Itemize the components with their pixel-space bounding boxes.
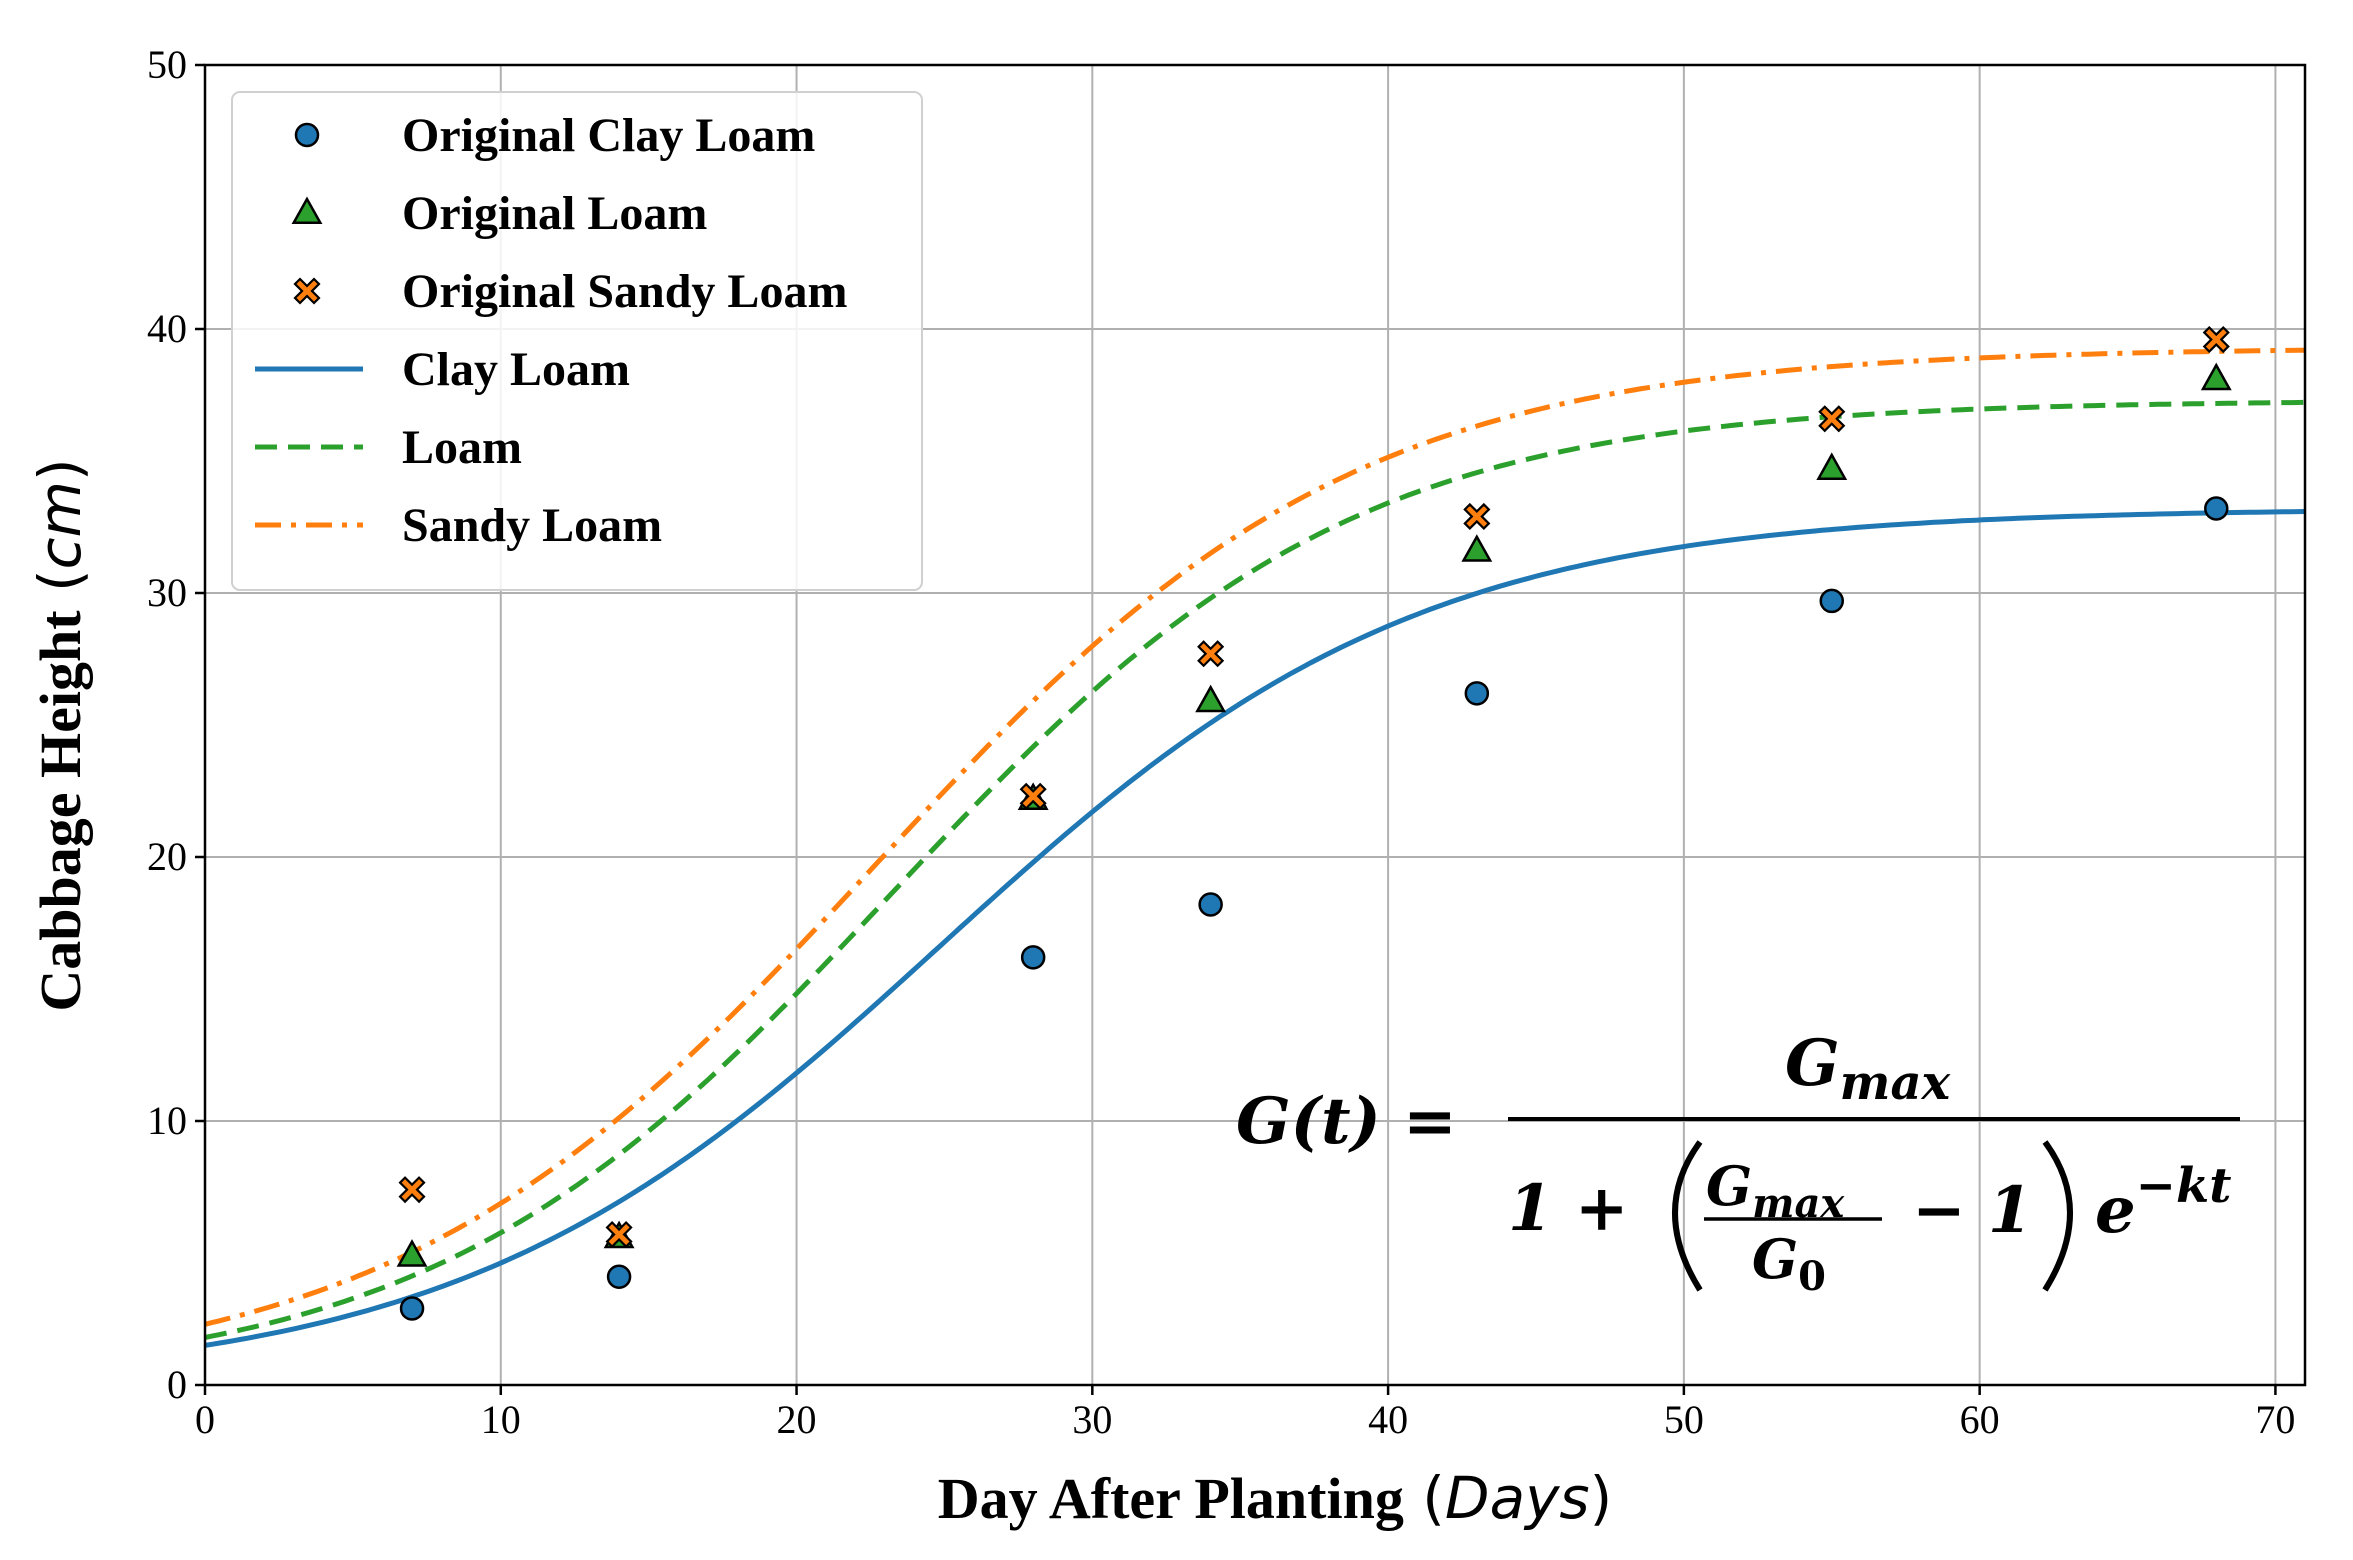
formula-exp: e−kt [2095, 1158, 2231, 1248]
point-original-loam [396, 1239, 428, 1267]
formula-lhs: G(t) = [1236, 1084, 1457, 1159]
point-original-clay-loam [1020, 945, 1046, 970]
point-original-clay-loam [1198, 892, 1223, 917]
data-points [396, 326, 2232, 1321]
y-axis-unit: cm [26, 481, 94, 569]
point-original-loam [1195, 684, 1227, 713]
x-tick-label: 50 [1664, 1397, 1704, 1442]
curve-loam [204, 399, 2306, 1340]
x-tick-label: 70 [2255, 1397, 2295, 1442]
y-tick-label: 30 [147, 570, 187, 615]
x-tick-label: 10 [481, 1397, 521, 1442]
point-original-loam [1461, 534, 1493, 562]
formula-numerator-sub: max [1840, 1055, 1952, 1111]
point-original-clay-loam [1819, 588, 1845, 614]
formula-exp-power: −kt [2136, 1158, 2232, 1214]
formula-left-paren [1672, 1140, 1703, 1292]
point-original-sandy-loam [398, 1176, 426, 1204]
y-axis-unit-close: ) [26, 458, 94, 481]
y-axis-unit-open: ( [26, 569, 94, 610]
legend-label-original-clay-loam: Original Clay Loam [402, 109, 815, 162]
plot-frame [203, 63, 2307, 1387]
formula-right-paren [2042, 1140, 2073, 1292]
curve-clay-loam [204, 509, 2306, 1348]
x-axis-unit-close: ) [1590, 1464, 1613, 1532]
y-tick-label: 50 [147, 42, 187, 87]
y-tick-label: 0 [167, 1362, 187, 1407]
y-tick-label: 20 [147, 834, 187, 879]
x-tick-label: 0 [195, 1397, 215, 1442]
x-axis-label-text: Day After Planting [938, 1466, 1404, 1531]
legend-label-original-sandy-loam: Original Sandy Loam [402, 265, 847, 318]
point-original-clay-loam [2204, 496, 2229, 521]
legend-label-sandy-loam: Sandy Loam [402, 499, 662, 552]
y-tick-label: 40 [147, 306, 187, 351]
x-axis-unit-open: ( [1404, 1464, 1445, 1532]
point-original-loam [2200, 362, 2232, 391]
x-tick-label: 30 [1072, 1397, 1112, 1442]
point-original-sandy-loam [605, 1220, 633, 1249]
formula-denominator-prefix: 1 + [1508, 1171, 1628, 1246]
legend-label-loam: Loam [402, 421, 522, 474]
legend-label-clay-loam: Clay Loam [402, 343, 630, 396]
point-original-clay-loam [399, 1296, 425, 1321]
y-tick-label: 10 [147, 1098, 187, 1143]
curve-sandy-loam [204, 347, 2306, 1327]
x-tick-label: 60 [1960, 1397, 2000, 1442]
legend-box [231, 91, 923, 591]
legend-label-original-loam: Original Loam [402, 187, 707, 240]
x-tick-label: 40 [1368, 1397, 1408, 1442]
point-original-sandy-loam [1197, 640, 1225, 668]
formula-annotation: G(t) = Gmax 1 + Gmax G0 − 1 e−kt [1236, 1026, 2240, 1300]
legend-marker-original-sandy-loam [293, 277, 321, 305]
point-original-sandy-loam [1019, 782, 1047, 810]
point-original-clay-loam [1464, 681, 1490, 706]
point-original-sandy-loam [2202, 326, 2230, 354]
point-original-loam [1816, 452, 1848, 480]
x-tick-label: 20 [777, 1397, 817, 1442]
x-axis-label: Day After Planting (Days) [938, 1464, 1613, 1532]
point-original-clay-loam [606, 1264, 632, 1290]
point-original-sandy-loam [1463, 502, 1491, 530]
model-curves [204, 347, 2306, 1348]
formula-inner-denominator: G0 [1752, 1227, 1826, 1300]
formula-inner-denominator-sub: 0 [1798, 1253, 1826, 1300]
legend: Original Clay Loam Original Loam Original … [231, 91, 923, 591]
y-axis-label-text: Cabbage Height [28, 610, 93, 1012]
ticks: 0 10 20 30 40 50 60 70 0 10 20 30 40 50 [147, 42, 2295, 1442]
formula-numerator: Gmax [1785, 1026, 1952, 1111]
legend-marker-original-loam [291, 196, 323, 225]
legend-marker-original-clay-loam [294, 122, 320, 148]
y-axis-label: Cabbage Height (cm) [26, 458, 94, 1011]
x-axis-unit: Days [1445, 1464, 1590, 1532]
point-original-sandy-loam [1818, 405, 1846, 433]
formula-minus-one: − 1 [1912, 1173, 2032, 1248]
